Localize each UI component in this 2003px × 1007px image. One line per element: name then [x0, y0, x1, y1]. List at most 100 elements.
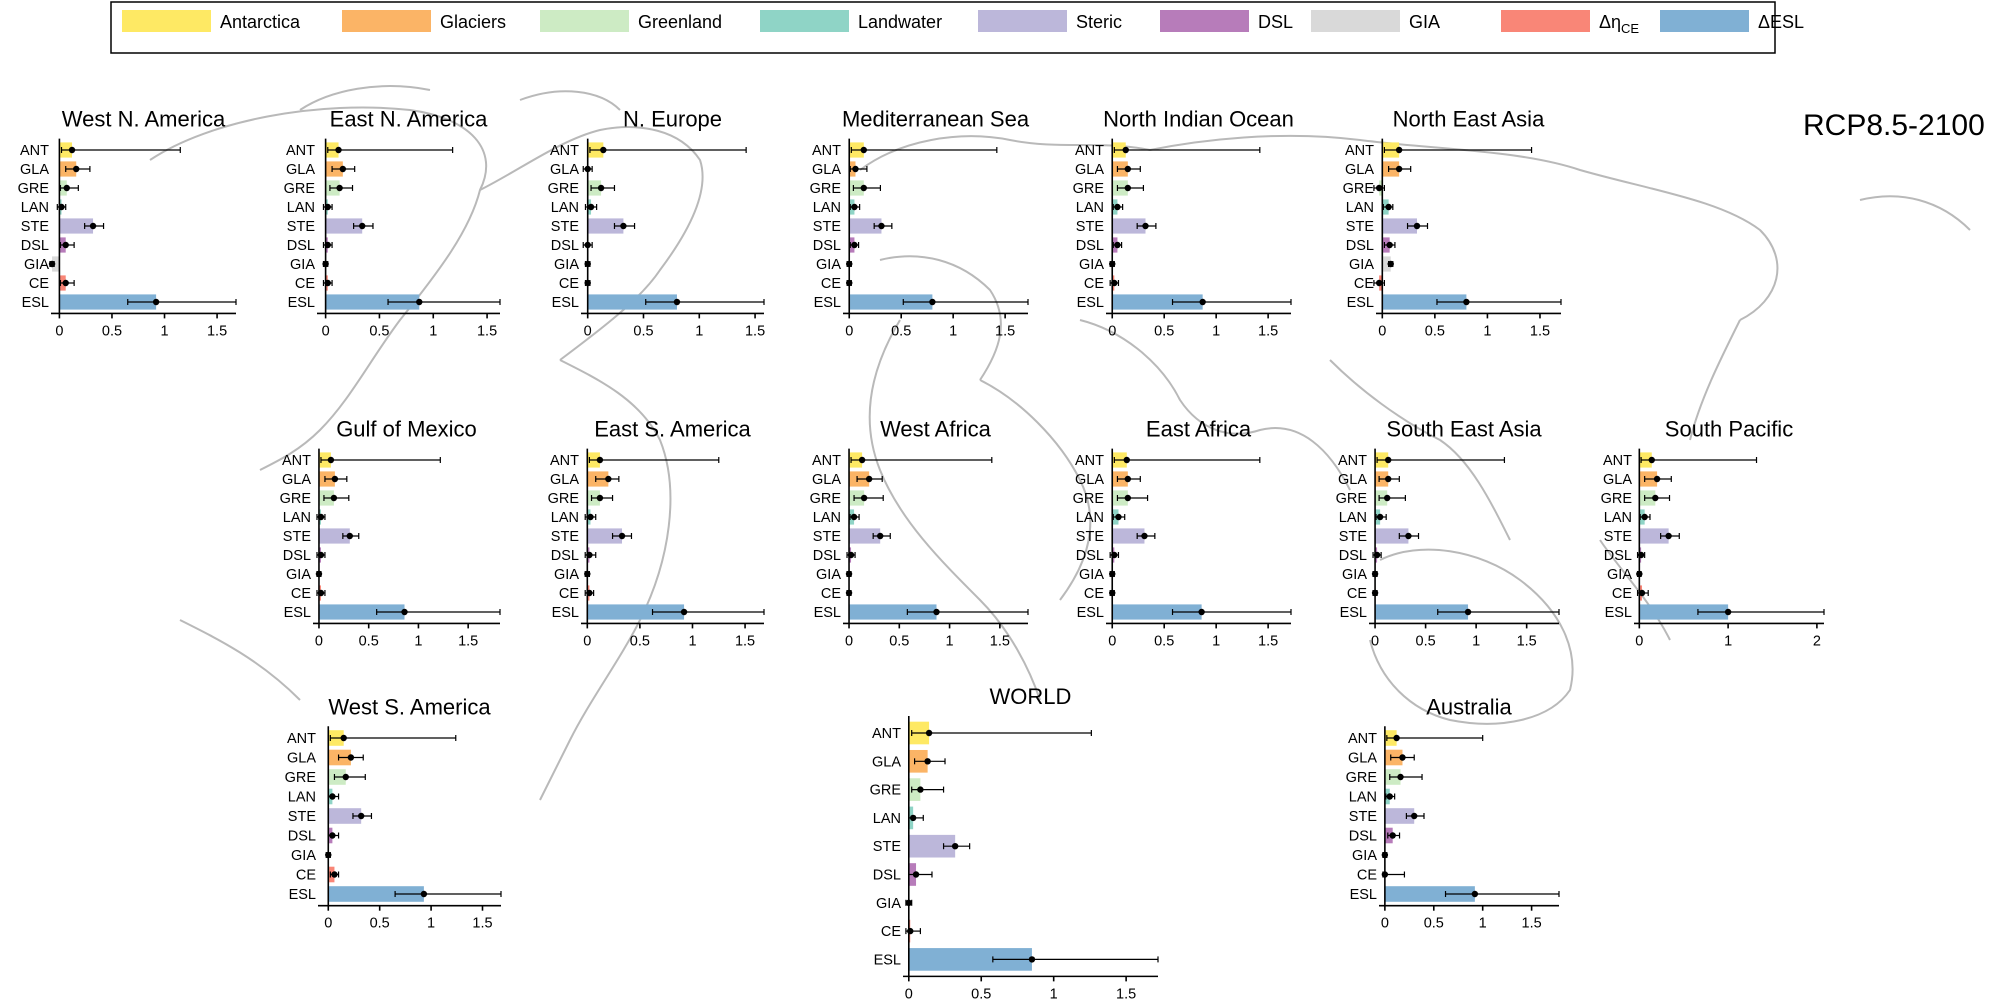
- median-dot-dsl: [851, 241, 858, 249]
- row-label-gre: GRE: [280, 491, 312, 507]
- median-dot-gre: [330, 494, 338, 502]
- median-dot-dsl: [912, 871, 920, 878]
- panel-title: Mediterranean Sea: [842, 107, 1030, 132]
- panel-title: West N. America: [62, 107, 226, 132]
- row-label-gia: GIA: [1079, 257, 1104, 273]
- median-dot-ste: [1141, 532, 1148, 540]
- median-dot-dsl: [1386, 241, 1393, 249]
- row-label-gla: GLA: [20, 162, 49, 178]
- median-dot-dsl: [62, 241, 69, 249]
- panel-gulf-of-mexico: Gulf of Mexico ANT GLA GRE LAN STE DSL GIA CE ESL…: [280, 417, 501, 649]
- median-dot-ste: [877, 532, 884, 540]
- row-label-ste: STE: [551, 529, 580, 545]
- median-dot-lan: [1114, 203, 1121, 211]
- x-tick-label: 1: [949, 323, 957, 339]
- median-dot-esl: [680, 608, 688, 616]
- x-tick-label: 0: [845, 633, 853, 649]
- row-label-ant: ANT: [812, 143, 841, 159]
- row-label-dsl: DSL: [1604, 548, 1632, 564]
- row-label-ce: CE: [821, 586, 841, 602]
- row-label-ste: STE: [283, 529, 312, 545]
- row-label-gia: GIA: [1342, 567, 1367, 583]
- panel-title: East S. America: [594, 417, 751, 442]
- bar-esl: [1375, 604, 1469, 620]
- row-label-gia: GIA: [554, 567, 579, 583]
- bar-ste: [908, 834, 956, 858]
- median-dot-ste: [346, 532, 354, 540]
- x-tick-label: 1.5: [735, 633, 755, 649]
- median-dot-ant: [925, 729, 933, 737]
- median-dot-lan: [1115, 513, 1122, 521]
- x-tick-label: 1.5: [207, 323, 227, 339]
- median-dot-ste: [1413, 222, 1421, 230]
- median-dot-esl: [929, 298, 936, 306]
- row-label-lan: LAN: [283, 510, 311, 526]
- x-tick-label: 1.5: [990, 633, 1010, 649]
- panel-title: North Indian Ocean: [1103, 107, 1294, 132]
- bar-ste: [1639, 528, 1669, 544]
- row-label-ce: CE: [1084, 586, 1104, 602]
- panel-title: East Africa: [1146, 417, 1252, 442]
- median-dot-ste: [620, 222, 627, 230]
- x-tick-label: 0: [1108, 323, 1116, 339]
- bar-esl: [849, 604, 937, 620]
- x-tick-label: 1: [1479, 916, 1487, 932]
- row-label-esl: ESL: [288, 295, 315, 311]
- median-dot-ant: [1122, 146, 1129, 154]
- x-tick-label: 1: [946, 633, 954, 649]
- median-dot-dsl: [1389, 832, 1396, 839]
- median-dot-gre: [1124, 184, 1132, 192]
- row-label-lan: LAN: [287, 200, 315, 216]
- median-dot-ant: [335, 146, 342, 154]
- x-tick-label: 0: [1371, 633, 1379, 649]
- median-dot-esl: [933, 608, 940, 616]
- row-label-dsl: DSL: [1339, 548, 1367, 564]
- x-tick-label: 0: [584, 323, 592, 339]
- row-label-ce: CE: [291, 586, 311, 602]
- x-tick-label: 1: [1483, 323, 1491, 339]
- x-tick-label: 0: [905, 986, 913, 1002]
- median-dot-ce: [1638, 589, 1646, 597]
- legend-label-gla: Glaciers: [440, 12, 506, 32]
- median-dot-gla: [347, 754, 355, 761]
- median-dot-esl: [152, 298, 160, 306]
- median-dot-ant: [1395, 146, 1403, 154]
- panel-world: WORLD ANT GLA GRE LAN STE DSL GIA CE ESL 0 0.5 1 1.5: [870, 684, 1159, 1002]
- legend-label-lan: Landwater: [858, 12, 942, 32]
- row-label-lan: LAN: [1604, 510, 1632, 526]
- x-tick-label: 1.5: [1530, 323, 1550, 339]
- row-label-dsl: DSL: [551, 548, 579, 564]
- row-label-dsl: DSL: [873, 868, 901, 884]
- median-dot-gre: [336, 184, 343, 192]
- row-label-ant: ANT: [1075, 143, 1104, 159]
- bar-ste: [328, 808, 362, 824]
- row-label-ant: ANT: [1603, 453, 1632, 469]
- row-label-ce: CE: [881, 924, 901, 940]
- x-tick-label: 0: [55, 323, 63, 339]
- median-dot-lan: [1385, 203, 1392, 211]
- row-label-ce: CE: [1357, 868, 1377, 884]
- legend-label-gre: Greenland: [638, 12, 722, 32]
- x-tick-label: 1.5: [472, 916, 492, 932]
- row-label-gre: GRE: [18, 181, 50, 197]
- row-label-gia: GIA: [290, 257, 315, 273]
- panel-n-europe: N. Europe ANT GLA GRE LAN STE DSL GIA CE ESL 0 0.5 1…: [548, 107, 766, 340]
- bar-ste: [1384, 808, 1415, 824]
- bar-esl: [908, 948, 1032, 971]
- bar-esl: [59, 294, 157, 310]
- bar-esl: [587, 294, 677, 310]
- legend-label-dsl: DSL: [1258, 12, 1293, 32]
- legend-label-ant: Antarctica: [220, 12, 301, 32]
- median-dot-gla: [1385, 475, 1392, 483]
- row-label-esl: ESL: [552, 605, 579, 621]
- median-dot-ant: [1385, 456, 1392, 464]
- row-label-ste: STE: [287, 219, 316, 235]
- median-dot-gla: [1653, 475, 1661, 483]
- row-label-gla: GLA: [1338, 472, 1367, 488]
- row-label-lan: LAN: [1076, 510, 1104, 526]
- median-dot-ant: [1123, 456, 1130, 464]
- legend-swatch-ce: [1501, 10, 1590, 32]
- row-label-gla: GLA: [1075, 162, 1104, 178]
- bar-ste: [318, 528, 350, 544]
